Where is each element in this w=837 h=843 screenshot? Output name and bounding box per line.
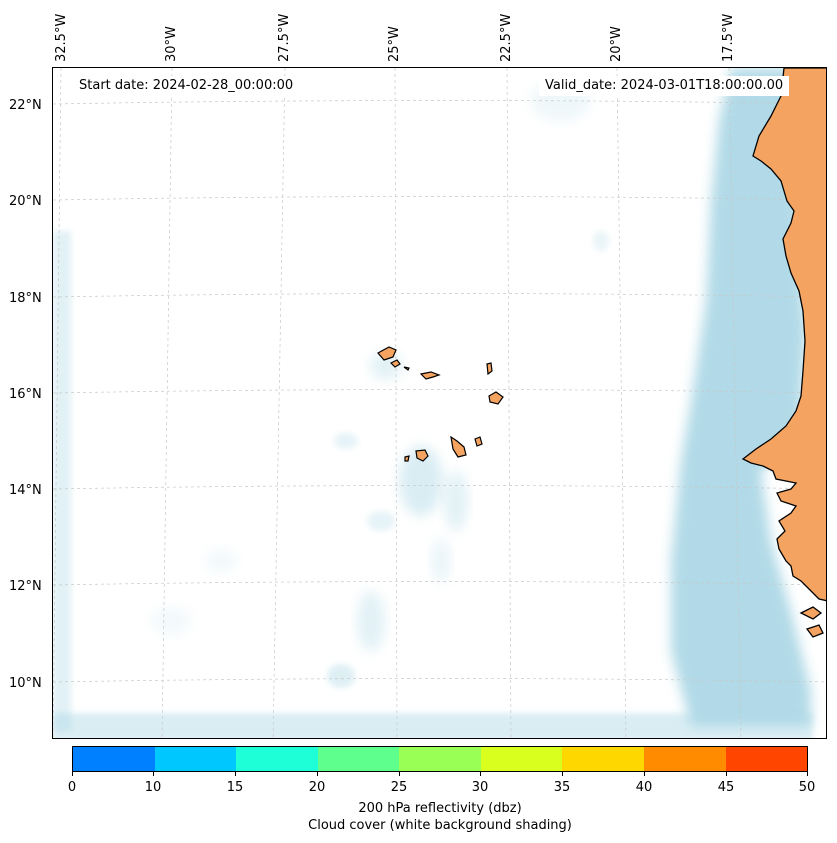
cloud-cover-shading — [53, 68, 813, 738]
island-sao-nicolau — [419, 371, 441, 380]
colorbar-segment — [236, 747, 318, 771]
colorbar-tick-label: 25 — [390, 780, 408, 795]
colorbar-tick — [317, 772, 318, 776]
colorbar-segment — [154, 747, 237, 771]
mainland-africa — [741, 68, 826, 638]
colorbar-tick — [153, 772, 154, 776]
colorbar — [72, 746, 808, 772]
colorbar-tick — [480, 772, 481, 776]
colorbar-tick — [644, 772, 645, 776]
colorbar-tick — [562, 772, 563, 776]
graticule-line — [53, 678, 826, 683]
colorbar-subtitle: Cloud cover (white background shading) — [308, 818, 572, 833]
graticule-line — [53, 100, 826, 105]
graticule-line — [53, 196, 826, 201]
colorbar-segment — [562, 747, 644, 771]
coastline-island — [805, 624, 824, 638]
colorbar-segment — [480, 747, 563, 771]
cloud-patch — [431, 539, 451, 583]
island-santiago — [450, 435, 467, 458]
graticule-line — [53, 581, 826, 586]
coastline-island — [799, 606, 823, 620]
cloud-patch — [205, 549, 237, 573]
cloud-patch — [367, 511, 395, 531]
colorbar-tick — [399, 772, 400, 776]
cloud-patch — [370, 352, 402, 380]
map-frame — [52, 67, 827, 739]
cloud-band-east — [671, 68, 811, 726]
lon-label-27-5w: 27.5°W — [277, 13, 292, 62]
cloud-patch — [327, 664, 355, 688]
colorbar-tick-label: 40 — [635, 780, 653, 795]
coastline-africa — [741, 68, 826, 602]
colorbar-tick-label: 0 — [67, 780, 77, 795]
colorbar-tick-label: 35 — [553, 780, 571, 795]
colorbar-tick — [235, 772, 236, 776]
colorbar-title: 200 hPa reflectivity (dbz) — [358, 801, 522, 816]
graticule-line — [728, 68, 742, 738]
island-santa-luzia — [403, 366, 410, 371]
island-sal — [486, 362, 493, 376]
island-sao-vicente — [389, 359, 401, 368]
map-canvas — [53, 68, 826, 738]
lat-label-16n: 16°N — [9, 387, 42, 402]
cloud-edge-left — [53, 231, 71, 731]
colorbar-tick-label: 45 — [717, 780, 735, 795]
lon-label-17-5w: 17.5°W — [721, 13, 736, 62]
colorbar-tick — [726, 772, 727, 776]
colorbar-tick — [72, 772, 73, 776]
island-santo-antao — [377, 346, 397, 361]
start-date-label: Start date: 2024-02-28_00:00:00 — [73, 76, 300, 96]
colorbar-segment — [725, 747, 808, 771]
cloud-edge-bottom — [53, 713, 813, 738]
colorbar-segment — [73, 747, 155, 771]
graticule — [53, 68, 826, 738]
island-maio — [474, 436, 483, 447]
colorbar-tick-label: 15 — [226, 780, 244, 795]
colorbar-segment — [643, 747, 726, 771]
lon-label-32-5w: 32.5°W — [54, 13, 69, 62]
colorbar-tick — [807, 772, 808, 776]
graticule-line — [272, 68, 286, 738]
island-fogo — [415, 449, 429, 462]
colorbar-tick-label: 30 — [471, 780, 489, 795]
lon-label-20w: 20°W — [609, 26, 624, 62]
cloud-patch — [444, 471, 468, 531]
lat-label-20n: 20°N — [9, 194, 42, 209]
graticule-line — [394, 68, 398, 738]
lat-label-12n: 12°N — [9, 579, 42, 594]
cloud-patch — [593, 231, 609, 251]
colorbar-segment — [399, 747, 481, 771]
lat-label-22n: 22°N — [9, 98, 42, 113]
lat-label-18n: 18°N — [9, 291, 42, 306]
graticule-line — [53, 485, 826, 490]
island-brava — [404, 455, 410, 462]
graticule-line — [53, 389, 826, 394]
lon-label-22-5w: 22.5°W — [499, 13, 514, 62]
cloud-patch — [151, 607, 191, 635]
graticule-line — [506, 68, 512, 738]
colorbar-segment — [317, 747, 400, 771]
lon-label-30w: 30°W — [164, 26, 179, 62]
cloud-patch — [334, 433, 358, 449]
colorbar-tick-label: 20 — [308, 780, 326, 795]
lat-label-10n: 10°N — [9, 676, 42, 691]
island-boa-vista — [488, 391, 504, 405]
graticule-line — [53, 293, 826, 298]
cape-verde-islands — [377, 346, 504, 462]
valid-date-label: Valid_date: 2024-03-01T18:00:00.00 — [539, 76, 790, 96]
cloud-patch — [399, 446, 443, 516]
graticule-line — [53, 68, 62, 738]
graticule-line — [161, 68, 173, 738]
lon-label-25w: 25°W — [387, 26, 402, 62]
graticule-line — [616, 68, 627, 738]
colorbar-tick-label: 50 — [798, 780, 816, 795]
colorbar-tick-label: 10 — [144, 780, 162, 795]
cloud-patch — [357, 591, 385, 651]
lat-label-14n: 14°N — [9, 483, 42, 498]
